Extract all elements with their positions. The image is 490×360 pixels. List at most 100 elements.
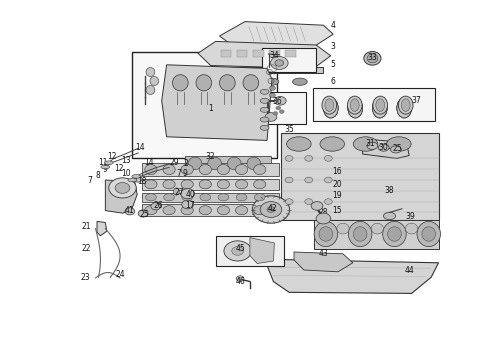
Text: 11: 11 [98, 158, 108, 167]
Text: 25: 25 [392, 144, 402, 153]
Text: 15: 15 [332, 206, 342, 215]
Bar [142, 204, 279, 216]
Ellipse shape [208, 157, 221, 170]
Text: 34: 34 [270, 51, 279, 60]
Text: 39: 39 [406, 212, 416, 221]
Text: 10: 10 [122, 169, 131, 178]
Circle shape [270, 57, 288, 69]
Text: 31: 31 [365, 139, 375, 148]
Ellipse shape [145, 206, 157, 215]
Circle shape [260, 202, 282, 217]
Ellipse shape [163, 180, 175, 189]
Polygon shape [269, 50, 280, 57]
Ellipse shape [405, 223, 417, 234]
Ellipse shape [181, 206, 193, 215]
Circle shape [236, 276, 244, 282]
Text: 5: 5 [331, 60, 336, 69]
Ellipse shape [163, 165, 175, 175]
Ellipse shape [260, 89, 269, 94]
Bar [203, 67, 323, 73]
Text: 22: 22 [81, 244, 91, 253]
Text: 21: 21 [81, 222, 91, 231]
Ellipse shape [200, 194, 211, 201]
Circle shape [224, 241, 251, 261]
Ellipse shape [391, 146, 401, 153]
Ellipse shape [387, 137, 411, 151]
Polygon shape [250, 238, 274, 264]
Text: 43: 43 [318, 249, 328, 258]
Polygon shape [363, 139, 409, 158]
Ellipse shape [181, 165, 193, 175]
Ellipse shape [397, 98, 412, 118]
Text: 12: 12 [107, 152, 117, 161]
Text: 44: 44 [404, 266, 414, 275]
Bar [185, 156, 271, 171]
Ellipse shape [319, 227, 333, 241]
Bar [142, 193, 279, 202]
Text: 41: 41 [125, 206, 135, 215]
Ellipse shape [422, 227, 436, 241]
Bar [132, 52, 277, 158]
Text: 26: 26 [153, 201, 163, 210]
Polygon shape [162, 65, 272, 140]
Ellipse shape [322, 96, 337, 114]
Ellipse shape [320, 137, 344, 151]
Ellipse shape [348, 98, 363, 118]
Ellipse shape [236, 78, 250, 85]
Ellipse shape [371, 223, 384, 234]
Ellipse shape [217, 165, 229, 175]
Ellipse shape [254, 206, 266, 215]
Ellipse shape [367, 142, 378, 149]
Bar [313, 88, 435, 121]
Ellipse shape [260, 107, 269, 112]
Bar [142, 179, 279, 190]
Ellipse shape [101, 165, 110, 169]
Text: 2: 2 [184, 159, 189, 168]
Ellipse shape [235, 206, 247, 215]
Circle shape [181, 189, 195, 199]
Ellipse shape [163, 206, 175, 215]
Ellipse shape [287, 137, 311, 151]
Ellipse shape [372, 98, 387, 118]
Ellipse shape [243, 75, 259, 91]
Ellipse shape [146, 85, 155, 94]
Text: 40: 40 [185, 190, 195, 199]
Ellipse shape [417, 221, 441, 247]
Ellipse shape [199, 180, 211, 189]
Text: 28: 28 [318, 208, 328, 217]
Ellipse shape [146, 68, 155, 77]
Circle shape [270, 93, 275, 98]
Circle shape [324, 199, 332, 204]
Polygon shape [220, 22, 333, 47]
Text: 24: 24 [115, 270, 125, 279]
Bar [216, 236, 284, 266]
Text: 25: 25 [140, 210, 149, 219]
Ellipse shape [134, 176, 142, 182]
Text: 8: 8 [96, 171, 100, 180]
Text: 14: 14 [145, 158, 154, 167]
Ellipse shape [383, 221, 406, 247]
Circle shape [182, 200, 194, 209]
Circle shape [275, 60, 284, 66]
Ellipse shape [217, 206, 229, 215]
Ellipse shape [254, 180, 266, 189]
Text: 37: 37 [412, 96, 421, 105]
Ellipse shape [145, 165, 157, 175]
Polygon shape [281, 133, 439, 220]
Circle shape [305, 199, 313, 204]
Ellipse shape [218, 194, 229, 201]
Text: 9: 9 [183, 169, 188, 178]
Text: 20: 20 [332, 180, 342, 189]
Polygon shape [265, 259, 439, 293]
Text: 30: 30 [379, 143, 389, 152]
Text: 45: 45 [235, 244, 245, 253]
Text: 38: 38 [385, 186, 394, 195]
Ellipse shape [350, 99, 359, 112]
Circle shape [115, 183, 130, 193]
Circle shape [125, 208, 135, 215]
Text: 19: 19 [332, 191, 342, 199]
Ellipse shape [217, 180, 229, 189]
Ellipse shape [323, 98, 338, 118]
Ellipse shape [260, 117, 269, 122]
Text: 23: 23 [81, 274, 91, 282]
